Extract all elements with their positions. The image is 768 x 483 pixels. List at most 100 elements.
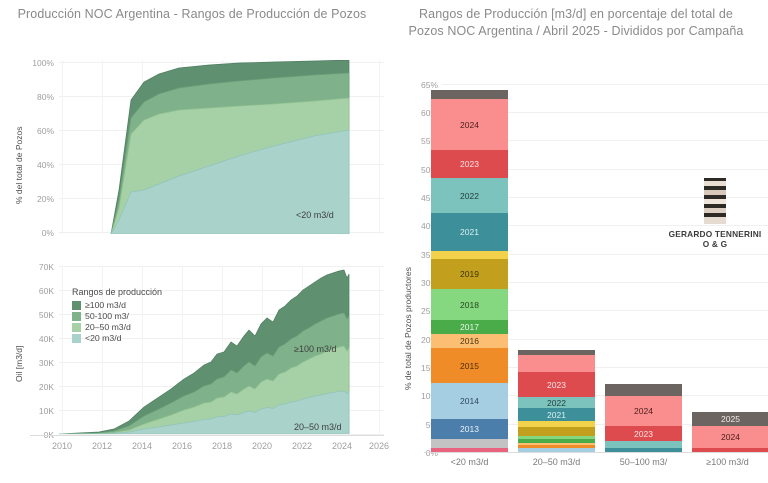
- legend-item-ge100[interactable]: ≥100 m3/d: [72, 300, 162, 310]
- bar-segment-2023[interactable]: [692, 448, 768, 452]
- bar-segment-2022[interactable]: 2022: [518, 397, 595, 408]
- bar-segment-2016[interactable]: 2016: [431, 334, 508, 348]
- gridline: [442, 310, 768, 311]
- bottom-chart-legend: Rangos de producción ≥100 m3/d 50-100 m3…: [72, 287, 162, 344]
- bar-segment-2025[interactable]: 2025: [692, 412, 768, 426]
- gridline: [442, 197, 768, 198]
- bar-ge100[interactable]: 2024 2025: [692, 412, 768, 452]
- ytick: 100%: [32, 58, 54, 68]
- bar-segment-2017[interactable]: [518, 439, 595, 443]
- bar-segment-2023[interactable]: 2023: [431, 150, 508, 178]
- ytick: 60%: [420, 108, 438, 118]
- bar-segment-2019[interactable]: [518, 427, 595, 436]
- bar-segment-2014[interactable]: [518, 448, 595, 452]
- bar-segment-2024[interactable]: 2024: [605, 396, 682, 426]
- bar-segment-2025[interactable]: [518, 350, 595, 355]
- bar-20-50[interactable]: 2021 2022 2023: [518, 350, 595, 452]
- gridline: [59, 338, 384, 339]
- bar-segment-2021[interactable]: [605, 448, 682, 452]
- bar-segment-2011[interactable]: [431, 448, 508, 452]
- ytick: 50%: [420, 165, 438, 175]
- bar-segment-label: 2016: [460, 336, 479, 346]
- gridline: [59, 266, 384, 267]
- bar-segment-label: 2023: [460, 159, 479, 169]
- bottom-chart-svg: [59, 269, 350, 434]
- bar-segment-2024[interactable]: [518, 355, 595, 372]
- bar-segment-label: 2014: [460, 396, 479, 406]
- bar-segment-2021[interactable]: 2021: [518, 408, 595, 421]
- top-chart-annotation: <20 m3/d: [296, 210, 334, 220]
- bar-segment-2023[interactable]: 2023: [518, 372, 595, 397]
- xtick: 2024: [331, 441, 353, 451]
- xtick: 2018: [211, 441, 233, 451]
- legend-item-lt20[interactable]: <20 m3/d: [72, 333, 162, 343]
- legend-swatch-icon: [72, 333, 81, 343]
- bar-segment-2018[interactable]: 2018: [431, 289, 508, 320]
- gridline: [59, 62, 384, 63]
- ytick: 60K: [38, 286, 54, 296]
- xtick: 2016: [171, 441, 193, 451]
- ytick: 50K: [38, 310, 54, 320]
- bar-segment-2025[interactable]: [605, 384, 682, 396]
- bar-segment-2013[interactable]: 2013: [431, 419, 508, 439]
- bar-segment-label: 2018: [460, 299, 479, 310]
- bar-segment-2019[interactable]: 2019: [431, 259, 508, 289]
- bar-segment-2024[interactable]: 2024: [431, 99, 508, 150]
- bar-segment-2015[interactable]: 2015: [431, 348, 508, 383]
- legend-label: 20–50 m3/d: [85, 322, 131, 332]
- gridline: [442, 282, 768, 283]
- bar-segment-2015[interactable]: [518, 445, 595, 448]
- ytick: 40%: [420, 221, 438, 231]
- bar-segment-2023[interactable]: 2023: [605, 426, 682, 441]
- legend-title: Rangos de producción: [72, 287, 163, 297]
- bar-segment-2024[interactable]: 2024: [692, 426, 768, 448]
- watermark-logo: GERARDO TENNERINI O & G: [660, 178, 768, 249]
- legend-swatch-icon: [72, 311, 81, 321]
- right-panel: Rangos de Producción [m3/d] en porcentaj…: [384, 0, 768, 483]
- ytick: 10K: [38, 406, 54, 416]
- vgridline: [142, 266, 143, 434]
- bar-segment-2022[interactable]: [605, 441, 682, 448]
- ytick: 40K: [38, 334, 54, 344]
- legend-item-20-50[interactable]: 20–50 m3/d: [72, 322, 162, 332]
- vgridline: [62, 60, 63, 234]
- bar-segment-2025[interactable]: [431, 90, 508, 99]
- bar-segment-label: 2024: [634, 406, 653, 416]
- bottom-chart-annotation-mid: 20–50 m3/d: [294, 422, 342, 432]
- bar-segment-2022[interactable]: 2022: [431, 178, 508, 213]
- bar-category-label-ge100: ≥100 m3/d: [706, 457, 749, 467]
- bar-category-label-20-50: 20–50 m3/d: [532, 457, 581, 467]
- xtick: 2012: [91, 441, 113, 451]
- area-lt20: [110, 129, 350, 234]
- gridline: [442, 367, 768, 368]
- ytick: 15%: [420, 363, 438, 373]
- ytick: 35%: [420, 250, 438, 260]
- right-panel-title: Rangos de Producción [m3/d] en porcentaj…: [408, 7, 744, 38]
- bar-segment-label: 2024: [721, 432, 740, 442]
- gridline: [59, 290, 384, 291]
- gridline: [442, 225, 768, 226]
- top-chart-svg: [110, 60, 350, 234]
- vgridline: [182, 266, 183, 434]
- bar-segment-label: 2022: [547, 397, 566, 408]
- ytick: 30K: [38, 358, 54, 368]
- watermark-line2: O & G: [702, 239, 728, 249]
- top-chart-plot: [59, 60, 361, 234]
- bar-segment-2020[interactable]: [431, 251, 508, 259]
- bar-segment-2017[interactable]: 2017: [431, 320, 508, 334]
- x-axis-line: [30, 435, 384, 436]
- bar-segment-2020[interactable]: [518, 421, 595, 427]
- bar-50-100[interactable]: 2023 2024: [605, 384, 682, 452]
- bar-segment-2021[interactable]: 2021: [431, 213, 508, 251]
- bar-segment-2012[interactable]: [431, 439, 508, 448]
- right-x-axis-line: [424, 452, 768, 453]
- gridline: [59, 434, 384, 435]
- vgridline: [62, 266, 63, 434]
- bar-segment-2016[interactable]: [518, 443, 595, 445]
- bar-lt20[interactable]: 2013 2014 2015 2016 2017 2018 2019 2021 …: [431, 90, 508, 452]
- legend-item-50-100[interactable]: 50-100 m3/: [72, 311, 162, 321]
- bar-segment-2018[interactable]: [518, 436, 595, 439]
- bar-segment-label: 2021: [460, 227, 479, 237]
- bar-segment-2014[interactable]: 2014: [431, 383, 508, 419]
